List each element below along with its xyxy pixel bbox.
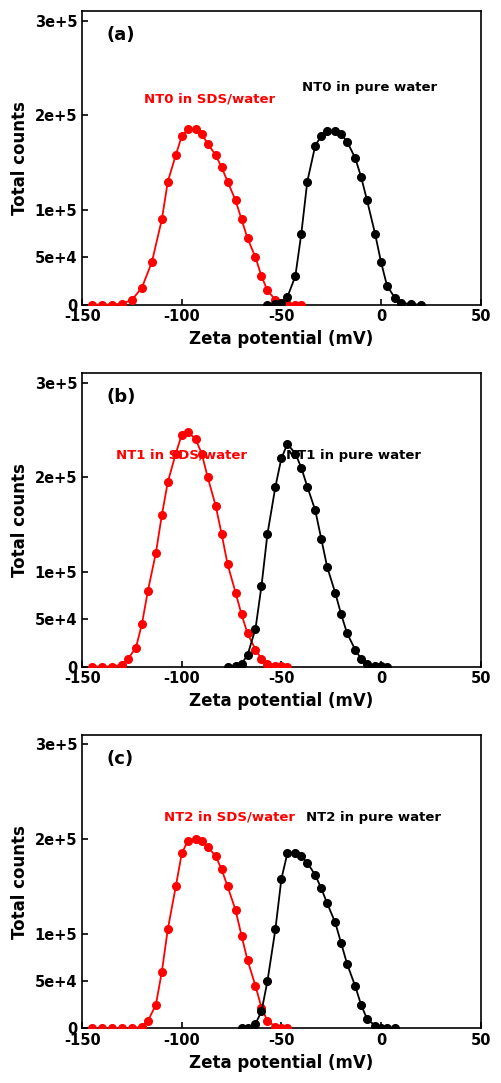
Text: (a): (a) xyxy=(106,26,134,43)
X-axis label: Zeta potential (mV): Zeta potential (mV) xyxy=(189,330,373,348)
Text: NT1 in pure water: NT1 in pure water xyxy=(285,448,420,461)
Text: NT2 in pure water: NT2 in pure water xyxy=(305,811,440,824)
Y-axis label: Total counts: Total counts xyxy=(11,462,29,577)
Text: (b): (b) xyxy=(106,388,135,406)
Y-axis label: Total counts: Total counts xyxy=(11,825,29,939)
Text: (c): (c) xyxy=(106,749,133,768)
X-axis label: Zeta potential (mV): Zeta potential (mV) xyxy=(189,1054,373,1072)
Text: NT2 in SDS/water: NT2 in SDS/water xyxy=(164,811,295,824)
X-axis label: Zeta potential (mV): Zeta potential (mV) xyxy=(189,692,373,710)
Text: NT0 in SDS/water: NT0 in SDS/water xyxy=(144,93,275,106)
Text: NT1 in SDS/water: NT1 in SDS/water xyxy=(116,448,247,461)
Y-axis label: Total counts: Total counts xyxy=(11,101,29,214)
Text: NT0 in pure water: NT0 in pure water xyxy=(301,81,436,94)
